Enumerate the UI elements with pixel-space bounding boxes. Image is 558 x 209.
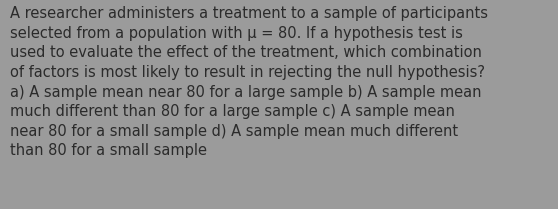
Text: A researcher administers a treatment to a sample of participants
selected from a: A researcher administers a treatment to … <box>10 6 488 158</box>
